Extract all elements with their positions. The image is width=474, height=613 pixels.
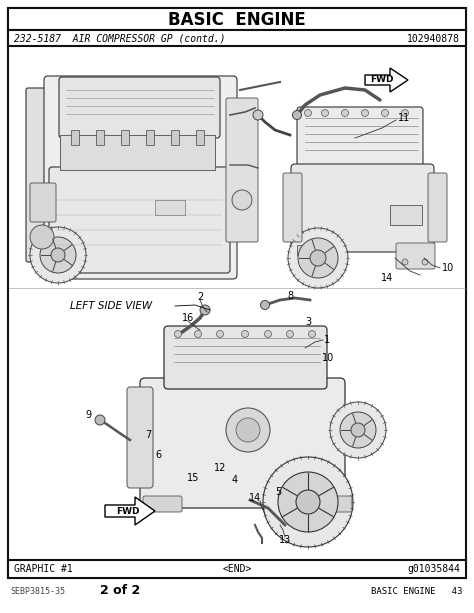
Text: FWD: FWD [370, 75, 394, 85]
Text: 3: 3 [305, 317, 311, 327]
FancyBboxPatch shape [30, 183, 56, 222]
Circle shape [194, 330, 201, 338]
Text: 15: 15 [187, 473, 199, 483]
Text: 2 of 2: 2 of 2 [100, 585, 140, 598]
Bar [407, 245, 427, 255]
Circle shape [236, 418, 260, 442]
Text: 2: 2 [197, 292, 203, 302]
Circle shape [298, 238, 338, 278]
Circle shape [362, 110, 368, 116]
Bar [96, 130, 104, 145]
FancyBboxPatch shape [140, 378, 345, 508]
Circle shape [241, 330, 248, 338]
Bar [71, 130, 79, 145]
Circle shape [286, 330, 293, 338]
Bar [8, 8, 466, 30]
Polygon shape [365, 68, 408, 92]
FancyBboxPatch shape [127, 387, 153, 488]
FancyBboxPatch shape [226, 98, 258, 242]
Text: SEBP3815-35: SEBP3815-35 [10, 587, 65, 596]
FancyBboxPatch shape [59, 77, 220, 138]
Circle shape [422, 259, 428, 265]
Circle shape [217, 330, 224, 338]
Text: 10: 10 [442, 263, 454, 273]
Text: 7: 7 [145, 430, 151, 440]
Bar [171, 130, 179, 145]
Circle shape [51, 248, 65, 262]
Circle shape [402, 259, 408, 265]
Text: 5: 5 [275, 487, 281, 497]
FancyBboxPatch shape [164, 326, 327, 389]
Bar [155, 200, 185, 215]
FancyBboxPatch shape [291, 164, 434, 252]
Text: 8: 8 [287, 291, 293, 301]
Circle shape [263, 457, 353, 547]
FancyBboxPatch shape [313, 496, 352, 512]
FancyBboxPatch shape [297, 107, 423, 173]
Circle shape [341, 110, 348, 116]
Text: LEFT SIDE VIEW: LEFT SIDE VIEW [70, 301, 152, 311]
Text: 14: 14 [249, 493, 261, 503]
FancyBboxPatch shape [26, 88, 50, 262]
Circle shape [261, 300, 270, 310]
Text: BASIC ENGINE   43: BASIC ENGINE 43 [371, 587, 462, 596]
Text: 9: 9 [85, 410, 91, 420]
Text: 14: 14 [381, 273, 393, 283]
Bar [146, 130, 154, 145]
Circle shape [292, 110, 301, 120]
Polygon shape [105, 497, 155, 525]
Circle shape [330, 402, 386, 458]
Circle shape [174, 330, 182, 338]
Circle shape [200, 305, 210, 315]
Text: 6: 6 [155, 450, 161, 460]
Text: BASIC  ENGINE: BASIC ENGINE [168, 11, 306, 29]
FancyBboxPatch shape [49, 167, 230, 273]
Bar [8, 30, 466, 46]
Circle shape [226, 408, 270, 452]
Circle shape [232, 190, 252, 210]
Circle shape [309, 330, 316, 338]
Text: GRAPHIC #1: GRAPHIC #1 [14, 564, 73, 574]
Text: 232-5187  AIR COMPRESSOR GP (contd.): 232-5187 AIR COMPRESSOR GP (contd.) [14, 34, 226, 44]
Circle shape [321, 110, 328, 116]
Text: <END>: <END> [222, 564, 252, 574]
FancyBboxPatch shape [44, 76, 237, 279]
Bar [8, 560, 466, 578]
Bar [121, 130, 129, 145]
Circle shape [278, 472, 338, 532]
Circle shape [95, 415, 105, 425]
Circle shape [296, 490, 320, 514]
Circle shape [288, 228, 348, 288]
FancyBboxPatch shape [396, 243, 435, 269]
Text: 16: 16 [182, 313, 194, 323]
Bar [390, 205, 422, 225]
Text: 10: 10 [322, 353, 334, 363]
Bar [297, 245, 317, 255]
Text: 11: 11 [398, 113, 410, 123]
Circle shape [264, 330, 272, 338]
Bar [60, 135, 215, 170]
Text: g01035844: g01035844 [407, 564, 460, 574]
Circle shape [30, 225, 54, 249]
Text: FWD: FWD [116, 506, 140, 516]
Circle shape [304, 110, 311, 116]
Circle shape [401, 110, 409, 116]
Circle shape [382, 110, 389, 116]
FancyBboxPatch shape [143, 496, 182, 512]
Text: 13: 13 [279, 535, 291, 545]
Text: 1: 1 [324, 335, 330, 345]
FancyBboxPatch shape [283, 173, 302, 242]
Circle shape [351, 423, 365, 437]
Circle shape [253, 110, 263, 120]
Circle shape [40, 237, 76, 273]
Circle shape [30, 227, 86, 283]
Text: 4: 4 [232, 475, 238, 485]
FancyBboxPatch shape [428, 173, 447, 242]
Circle shape [310, 250, 326, 266]
Bar [196, 130, 204, 145]
Text: 12: 12 [214, 463, 226, 473]
Circle shape [340, 412, 376, 448]
Text: 102940878: 102940878 [407, 34, 460, 44]
